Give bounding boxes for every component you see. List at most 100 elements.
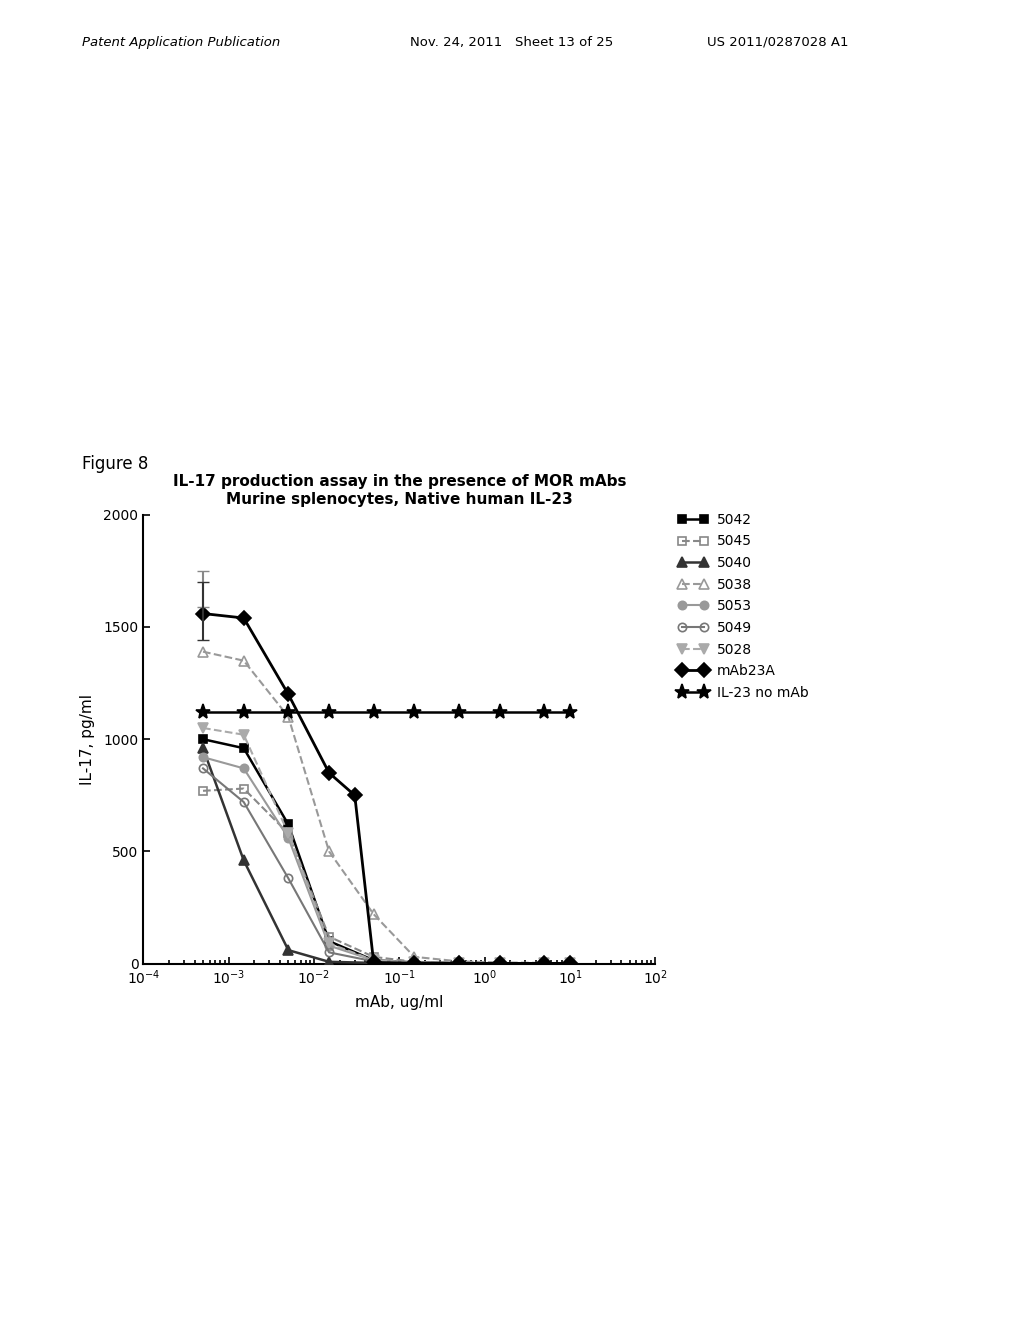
IL-23 no mAb (197, 705, 209, 721)
5028 (453, 956, 465, 972)
5040 (238, 853, 250, 869)
5040 (368, 954, 380, 970)
Line: 5049: 5049 (199, 764, 574, 968)
Line: 5045: 5045 (199, 784, 574, 968)
Line: IL-23 no mAb: IL-23 no mAb (196, 705, 578, 719)
Text: Patent Application Publication: Patent Application Publication (82, 36, 281, 49)
5028 (283, 825, 295, 841)
5053 (368, 952, 380, 968)
5053 (323, 937, 335, 953)
5042 (564, 956, 577, 972)
5042 (494, 956, 506, 972)
5045 (564, 956, 577, 972)
mAb23A (348, 787, 360, 803)
5042 (368, 952, 380, 968)
Text: Figure 8: Figure 8 (82, 455, 148, 474)
5049 (238, 795, 250, 810)
IL-23 no mAb (323, 705, 335, 721)
5049 (539, 956, 551, 972)
mAb23A (323, 764, 335, 780)
Line: 5028: 5028 (199, 723, 574, 969)
5045 (323, 929, 335, 945)
mAb23A (197, 606, 209, 622)
mAb23A (283, 686, 295, 702)
IL-23 no mAb (238, 705, 250, 721)
5049 (197, 760, 209, 776)
5045 (368, 949, 380, 965)
5028 (197, 719, 209, 735)
5049 (453, 956, 465, 972)
5038 (283, 709, 295, 725)
5045 (539, 956, 551, 972)
IL-23 no mAb (494, 705, 506, 721)
5053 (409, 954, 421, 970)
5049 (323, 945, 335, 961)
5028 (409, 954, 421, 970)
Line: 5053: 5053 (199, 752, 574, 968)
mAb23A (539, 956, 551, 972)
5040 (323, 954, 335, 970)
5053 (197, 750, 209, 766)
5040 (197, 741, 209, 756)
5049 (368, 953, 380, 969)
mAb23A (564, 956, 577, 972)
5042 (539, 956, 551, 972)
5042 (409, 954, 421, 970)
5028 (368, 952, 380, 968)
Legend: 5042, 5045, 5040, 5038, 5053, 5049, 5028, mAb23A, IL-23 no mAb: 5042, 5045, 5040, 5038, 5053, 5049, 5028… (678, 512, 808, 700)
IL-23 no mAb (539, 705, 551, 721)
5038 (368, 907, 380, 923)
5038 (564, 956, 577, 972)
IL-23 no mAb (453, 705, 465, 721)
5040 (453, 956, 465, 972)
Line: 5038: 5038 (199, 647, 574, 968)
5045 (238, 780, 250, 796)
5028 (539, 956, 551, 972)
5040 (283, 942, 295, 958)
5049 (494, 956, 506, 972)
mAb23A (238, 610, 250, 626)
5053 (283, 830, 295, 846)
5038 (453, 953, 465, 969)
Line: 5042: 5042 (199, 735, 574, 968)
5028 (323, 936, 335, 952)
5028 (238, 727, 250, 743)
Y-axis label: IL-17, pg/ml: IL-17, pg/ml (80, 694, 95, 784)
5042 (238, 741, 250, 756)
IL-23 no mAb (368, 705, 380, 721)
5042 (453, 956, 465, 972)
IL-23 no mAb (564, 705, 577, 721)
5045 (494, 956, 506, 972)
5038 (323, 843, 335, 859)
5028 (564, 956, 577, 972)
IL-23 no mAb (409, 705, 421, 721)
5042 (283, 817, 295, 833)
5040 (494, 956, 506, 972)
5053 (453, 956, 465, 972)
mAb23A (409, 956, 421, 972)
5049 (564, 956, 577, 972)
5042 (323, 933, 335, 949)
5038 (494, 954, 506, 970)
Title: IL-17 production assay in the presence of MOR mAbs
Murine splenocytes, Native hu: IL-17 production assay in the presence o… (173, 474, 626, 507)
5045 (283, 825, 295, 841)
5028 (494, 956, 506, 972)
5053 (539, 956, 551, 972)
X-axis label: mAb, ug/ml: mAb, ug/ml (355, 995, 443, 1010)
5040 (564, 956, 577, 972)
5038 (238, 652, 250, 668)
5042 (197, 731, 209, 747)
5053 (564, 956, 577, 972)
Line: mAb23A: mAb23A (199, 609, 574, 969)
IL-23 no mAb (283, 705, 295, 721)
5040 (539, 956, 551, 972)
5045 (197, 783, 209, 799)
5049 (283, 870, 295, 886)
Text: US 2011/0287028 A1: US 2011/0287028 A1 (707, 36, 848, 49)
5045 (453, 954, 465, 970)
5053 (238, 760, 250, 776)
5038 (539, 954, 551, 970)
mAb23A (494, 956, 506, 972)
5038 (197, 644, 209, 660)
mAb23A (453, 956, 465, 972)
